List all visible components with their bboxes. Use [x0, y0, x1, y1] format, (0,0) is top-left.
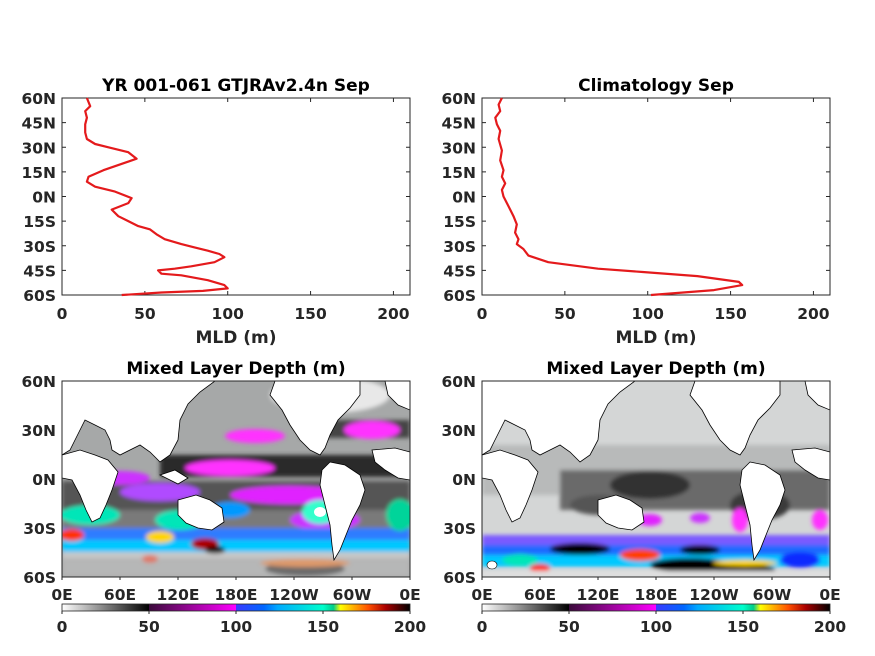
lat-tick-label: 60S	[23, 569, 56, 587]
lon-tick-label: 0E	[471, 586, 492, 604]
land	[62, 381, 410, 562]
lat-tick-label: 30N	[441, 422, 476, 440]
lon-tick-label: 0E	[819, 586, 840, 604]
y-tick-label: 15N	[21, 164, 56, 182]
y-tick-label: 45N	[21, 115, 56, 133]
y-tick-label: 15S	[443, 213, 476, 231]
lon-tick-label: 0E	[51, 586, 72, 604]
x-tick-label: 150	[714, 305, 747, 323]
mld-heatmap	[62, 381, 410, 577]
x-axis-label: MLD (m)	[615, 328, 696, 348]
colorbar-tick-label: 0	[477, 618, 488, 636]
lat-tick-label: 30S	[443, 520, 476, 538]
chart-title: YR 001-061 GTJRAv2.4n Sep	[101, 76, 370, 96]
x-axis-label: MLD (m)	[195, 328, 276, 348]
y-tick-label: 30N	[441, 139, 476, 157]
x-tick-label: 150	[294, 305, 327, 323]
lat-tick-label: 60S	[443, 569, 476, 587]
x-tick-label: 0	[477, 305, 488, 323]
plot-frame	[61, 97, 411, 296]
profile-series-line	[84, 97, 229, 297]
colorbar-tick-label: 150	[727, 618, 760, 636]
profile-panel-climatology: Climatology Sep 60N45N30N15N0N15S30S45S6…	[441, 76, 831, 348]
colorbar-tick-label: 200	[394, 618, 427, 636]
y-tick-label: 0N	[452, 189, 476, 207]
lon-tick-label: 60W	[333, 586, 372, 604]
mld-profile-line	[84, 97, 229, 297]
profile-panel-model: YR 001-061 GTJRAv2.4n Sep 60N 45N 30N 15N 0N…	[21, 76, 411, 348]
chart-title: Mixed Layer Depth (m)	[546, 359, 765, 379]
x-tick-label: 0	[57, 305, 68, 323]
colorbar-tick-label: 50	[138, 618, 160, 636]
colorbar: 0 50 100 150 200	[477, 603, 847, 636]
plot-frame	[481, 97, 831, 296]
lon-tick-label: 60W	[753, 586, 792, 604]
mld-heatmap	[482, 381, 830, 577]
lon-tick-label: 120W	[269, 586, 318, 604]
lon-tick-label: 180E	[215, 586, 258, 604]
x-tick-label: 200	[797, 305, 830, 323]
colorbar-tick-label: 100	[640, 618, 673, 636]
lon-tick-label: 60E	[104, 586, 136, 604]
lat-tick-label: 60N	[21, 373, 56, 391]
lat-tick-label: 60N	[441, 373, 476, 391]
colorbar-tick-label: 0	[57, 618, 68, 636]
x-tick-label: 100	[212, 305, 245, 323]
colorbar-tick-label: 150	[307, 618, 340, 636]
lat-tick-label: 30S	[23, 520, 56, 538]
x-tick-label: 200	[377, 305, 410, 323]
lat-tick-label: 0N	[32, 471, 56, 489]
y-tick-label: 45S	[443, 262, 476, 280]
y-tick-label: 60N	[441, 90, 476, 108]
y-tick-label: 30S	[443, 238, 476, 256]
y-tick-label: 15S	[23, 213, 56, 231]
lat-tick-label: 30N	[21, 422, 56, 440]
y-tick-label: 45N	[441, 115, 476, 133]
land	[482, 381, 830, 562]
lon-tick-label: 120W	[689, 586, 738, 604]
map-panel-climatology: Mixed Layer Depth (m)	[441, 359, 846, 636]
colorbar-tick-label: 200	[814, 618, 847, 636]
lat-tick-label: 0N	[452, 471, 476, 489]
mld-profile-line	[494, 97, 744, 297]
lon-tick-label: 0E	[399, 586, 420, 604]
y-tick-label: 30S	[23, 238, 56, 256]
y-tick-label: 30N	[21, 139, 56, 157]
colorbar-tick-label: 100	[220, 618, 253, 636]
colorbar: 0 50 100 150 200	[57, 603, 427, 636]
map-panel-model: Mixed Layer Depth (m)	[21, 359, 426, 636]
x-tick-label: 50	[554, 305, 576, 323]
y-tick-label: 60S	[23, 287, 56, 305]
x-tick-label: 50	[134, 305, 156, 323]
x-tick-label: 100	[632, 305, 665, 323]
y-tick-label: 60N	[21, 90, 56, 108]
lon-tick-label: 180E	[635, 586, 678, 604]
y-tick-label: 60S	[443, 287, 476, 305]
y-tick-label: 15N	[441, 164, 476, 182]
lon-tick-label: 120E	[157, 586, 200, 604]
chart-title: Climatology Sep	[578, 76, 734, 96]
lon-tick-label: 120E	[577, 586, 620, 604]
profile-series-line	[494, 97, 744, 297]
colorbar-tick-label: 50	[558, 618, 580, 636]
lon-tick-label: 60E	[524, 586, 556, 604]
y-tick-label: 45S	[23, 262, 56, 280]
chart-title: Mixed Layer Depth (m)	[126, 359, 345, 379]
y-tick-label: 0N	[32, 189, 56, 207]
